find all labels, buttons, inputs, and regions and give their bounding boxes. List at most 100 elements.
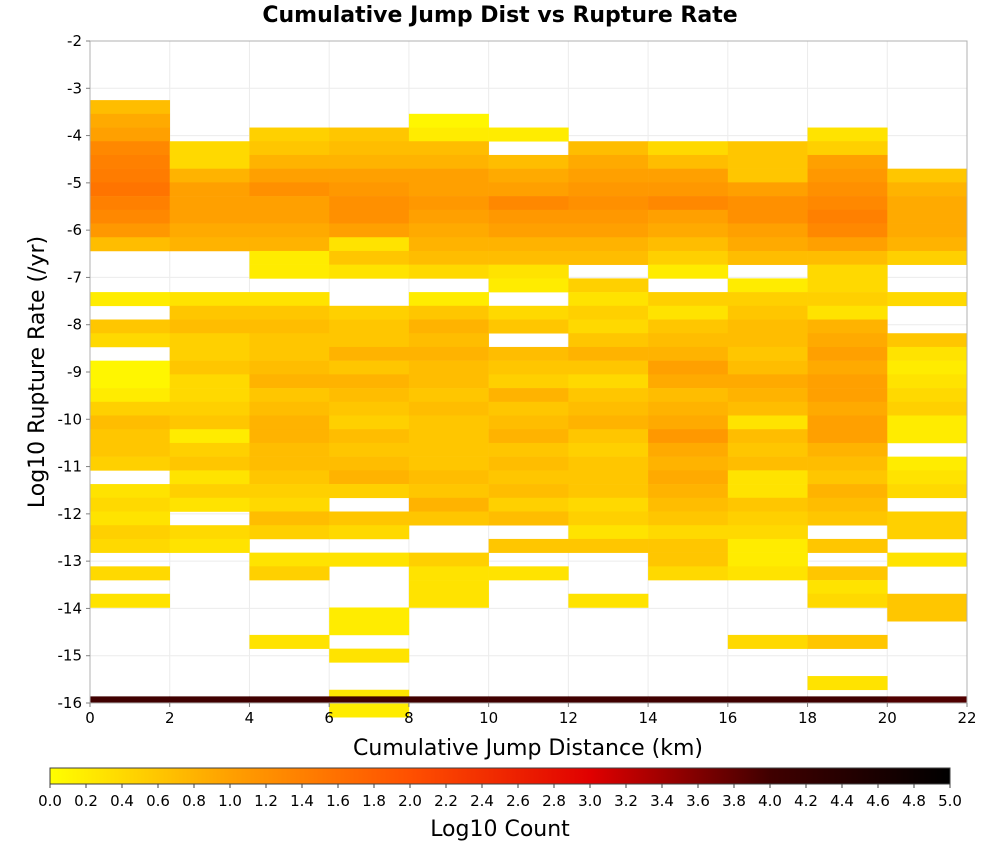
heatmap-cell [648, 566, 729, 581]
heatmap-cell [169, 346, 250, 361]
heatmap-cell [249, 292, 330, 307]
heatmap-cell [648, 196, 729, 211]
heatmap-cell [169, 237, 250, 252]
heatmap-cell [648, 470, 729, 485]
colorbar-tick-label: 1.6 [326, 792, 350, 810]
heatmap-cell [648, 141, 729, 156]
heatmap-cell [329, 525, 410, 540]
heatmap-cell [807, 196, 888, 211]
heatmap-cell [807, 401, 888, 416]
heatmap-cell [807, 580, 888, 595]
heatmap-cell-bottom [807, 696, 888, 703]
colorbar-tick-label: 2.8 [542, 792, 566, 810]
heatmap-cell [568, 374, 649, 389]
heatmap-cell [887, 346, 968, 361]
heatmap-cell [807, 442, 888, 457]
heatmap-cell [408, 141, 489, 156]
heatmap-cell [568, 525, 649, 540]
heatmap-cell [727, 196, 808, 211]
heatmap-cell [329, 346, 410, 361]
heatmap-cell [568, 388, 649, 403]
heatmap-cell [568, 538, 649, 553]
heatmap-cell [488, 484, 569, 499]
y-tick-label: -3 [67, 79, 82, 97]
heatmap-cell [727, 141, 808, 156]
heatmap-cell [169, 525, 250, 540]
heatmap-cell [249, 415, 330, 430]
heatmap-cell [568, 470, 649, 485]
heatmap-cell [488, 415, 569, 430]
heatmap-cell [727, 525, 808, 540]
heatmap-cell [807, 388, 888, 403]
heatmap-cell [488, 154, 569, 169]
heatmap-cell [488, 196, 569, 211]
y-tick-label: -4 [67, 127, 82, 145]
heatmap-cell [887, 168, 968, 183]
heatmap-cell [648, 168, 729, 183]
heatmap-cell [648, 374, 729, 389]
heatmap-cell [249, 154, 330, 169]
y-tick-label: -11 [58, 458, 83, 476]
heatmap-cell [408, 552, 489, 567]
heatmap-cell [90, 360, 171, 375]
heatmap-cell [648, 484, 729, 499]
heatmap-cell [887, 456, 968, 471]
heatmap-cell [169, 538, 250, 553]
colorbar-tick-label: 2.2 [434, 792, 458, 810]
heatmap-cell [329, 484, 410, 499]
heatmap-cell [568, 346, 649, 361]
heatmap-cell [249, 250, 330, 265]
heatmap-cell [727, 552, 808, 567]
heatmap-cell [408, 209, 489, 224]
heatmap-cell [648, 552, 729, 567]
heatmap-cell [727, 237, 808, 252]
heatmap-cell [249, 484, 330, 499]
x-tick-label: 20 [878, 709, 897, 727]
colorbar-tick-label: 1.0 [218, 792, 242, 810]
heatmap-cell [329, 168, 410, 183]
heatmap-cell [807, 415, 888, 430]
heatmap-cell [249, 223, 330, 238]
colorbar-tick-label: 5.0 [938, 792, 962, 810]
heatmap-cell [727, 223, 808, 238]
heatmap-cell [169, 292, 250, 307]
heatmap-cell [648, 360, 729, 375]
heatmap-cell [488, 223, 569, 238]
heatmap-cell [90, 415, 171, 430]
heatmap-cell [488, 429, 569, 444]
colorbar-tick-label: 1.4 [290, 792, 314, 810]
heatmap-cell-bottom [90, 696, 171, 703]
heatmap-cell [408, 237, 489, 252]
heatmap-cell [408, 127, 489, 142]
heatmap-cell [408, 497, 489, 512]
heatmap-cell [90, 429, 171, 444]
heatmap-cell [249, 182, 330, 197]
heatmap-cell [169, 442, 250, 457]
heatmap-cell [648, 182, 729, 197]
heatmap-cell [249, 511, 330, 526]
heatmap-cell [90, 456, 171, 471]
heatmap-cell [90, 388, 171, 403]
heatmap-cell [648, 538, 729, 553]
heatmap-cell [249, 264, 330, 279]
heatmap-cell [169, 456, 250, 471]
colorbar-tick-label: 4.8 [902, 792, 926, 810]
heatmap-cell [249, 374, 330, 389]
heatmap-cell [648, 511, 729, 526]
heatmap-cell [807, 154, 888, 169]
colorbar-tick-label: 0.0 [38, 792, 62, 810]
heatmap-cell [90, 127, 171, 142]
colorbar-tick-label: 2.6 [506, 792, 530, 810]
heatmap-cell [408, 154, 489, 169]
heatmap-cell [807, 511, 888, 526]
y-tick-label: -10 [58, 410, 83, 428]
heatmap-cell [90, 538, 171, 553]
heatmap-cell [807, 168, 888, 183]
heatmap-cell [249, 525, 330, 540]
heatmap-cell [408, 113, 489, 128]
heatmap-cell [329, 223, 410, 238]
y-tick-label: -12 [58, 505, 83, 523]
heatmap-cell [249, 360, 330, 375]
heatmap-cell [727, 360, 808, 375]
colorbar-tick-label: 3.4 [650, 792, 674, 810]
